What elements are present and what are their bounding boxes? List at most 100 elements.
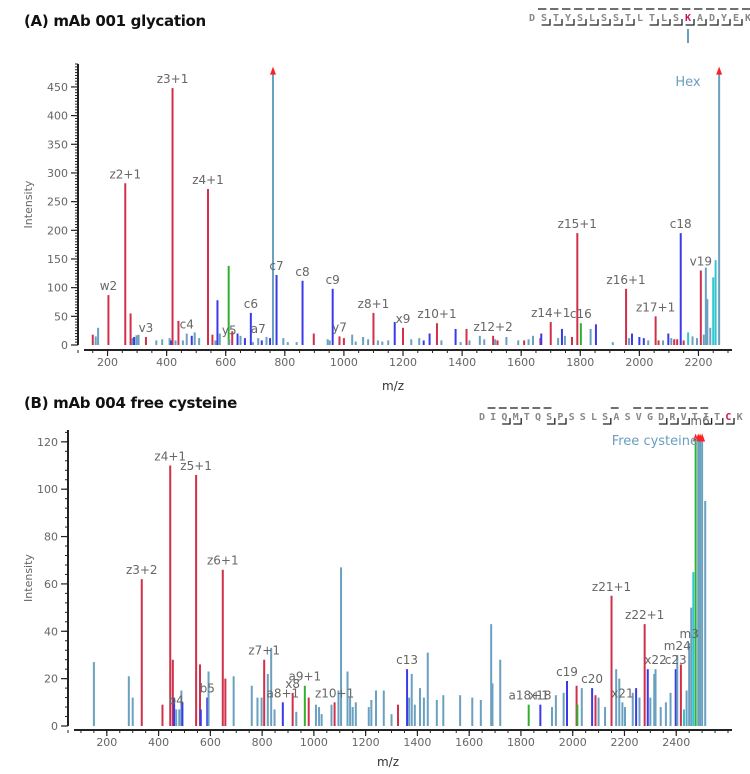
y-tick-label: 100	[37, 483, 58, 496]
y-tick-label: 150	[47, 253, 68, 266]
peak-label: z10+1	[417, 307, 456, 321]
z-ion-cleavage-mark	[625, 19, 635, 26]
peak-label: b4	[169, 693, 184, 707]
z-ion-cleavage-mark	[541, 19, 551, 26]
chart-a: 0 50 100 150 200 250 300 350 400 450 Intensity 200 4…	[22, 8, 750, 393]
z-ion-cleavage-mark	[721, 19, 731, 26]
peak-label: c16	[570, 307, 592, 321]
y-tick-label: 0	[61, 339, 68, 352]
y-axis-title: Intensity	[22, 180, 35, 228]
z-ion-cleavage-mark	[661, 19, 671, 26]
x-tick-label: 400	[148, 736, 169, 749]
peak-label: z4+1	[154, 450, 186, 464]
peak-label: c9	[326, 273, 340, 287]
x-tick-label: 1000	[300, 736, 328, 749]
z-ion-cleavage-mark	[673, 19, 683, 26]
x-tick-label: 2000	[559, 736, 587, 749]
peak-label: a7	[251, 322, 266, 336]
z-ion-cleavage-mark	[658, 418, 668, 425]
sequence-residue: G	[647, 412, 653, 423]
sequence-residue: C	[725, 412, 731, 423]
y-tick-label: 120	[37, 436, 58, 449]
x-tick-label: 2200	[610, 736, 638, 749]
z-ion-cleavage-mark	[565, 19, 575, 26]
z-ion-cleavage-mark	[726, 418, 735, 425]
z-ion-cleavage-mark	[670, 418, 679, 425]
z-ion-cleavage-mark	[502, 418, 511, 425]
peak-label: y5	[222, 323, 237, 337]
panel-b-title: (B) mAb 004 free cysteine	[24, 394, 238, 412]
z-ion-cleavage-mark	[602, 418, 612, 425]
peak-label: c8	[295, 265, 309, 279]
sequence-residue: T	[714, 412, 720, 423]
z-ion-cleavage-mark	[601, 19, 611, 26]
peak-label: a18+1	[509, 689, 549, 703]
peak-label: z3+1	[157, 72, 189, 86]
z-ion-cleavage-mark	[649, 19, 659, 26]
peak-label: c6	[244, 297, 258, 311]
z-ion-cleavage-mark	[733, 19, 743, 26]
z-ion-cleavage-mark	[681, 418, 690, 425]
sequence-residue: S	[673, 13, 679, 24]
peaks-group: w2 z2+1 v3 z3+1 c4 z4+1 y5 c6 a7 c7 c8 c9 y7 z8+1 x9 z1…	[91, 66, 723, 345]
offscale-arrow-icon	[699, 433, 706, 442]
x-tick-label: 2000	[625, 356, 653, 369]
peak-label: x21	[611, 686, 633, 700]
sequence-residue: T	[692, 412, 698, 423]
peak-label: z10+1	[315, 686, 354, 700]
sequence-residue: A	[613, 412, 619, 423]
z-ion-cleavage-mark	[714, 418, 724, 425]
x-tick-label: 2200	[684, 356, 712, 369]
x-tick-label: 1800	[507, 736, 535, 749]
x-axis-title: m/z	[382, 379, 404, 393]
sequence-residue: K	[737, 412, 743, 423]
sequence-residue: V	[681, 412, 687, 423]
peak-label: c7	[269, 259, 283, 273]
sequence-residue: S	[541, 13, 547, 24]
z-ion-cleavage-mark	[589, 19, 599, 26]
sequence-residue: T	[524, 412, 530, 423]
sequence-residue: Y	[565, 13, 571, 24]
x-tick-label: 600	[215, 356, 236, 369]
peak-label: c23	[665, 653, 687, 667]
sequence-residue: T	[625, 13, 631, 24]
z-ion-cleavage-mark	[613, 19, 623, 26]
peak-label: c13	[396, 653, 418, 667]
peak-label: c20	[581, 672, 603, 686]
peak-label: m3	[680, 627, 699, 641]
z-ion-cleavage-mark	[577, 19, 587, 26]
x-tick-label: 1400	[403, 736, 431, 749]
panel-a-title: (A) mAb 001 glycation	[24, 12, 206, 30]
peak-label: a9+1	[288, 670, 321, 684]
x-tick-label: 1600	[455, 736, 483, 749]
sequence-residue: D	[479, 412, 485, 423]
sequence-residue: S	[580, 412, 586, 423]
peak-label: y7	[332, 320, 347, 334]
y-tick-label: 300	[47, 167, 68, 180]
x-tick-label: 200	[97, 356, 118, 369]
y-tick-label: 0	[51, 720, 58, 733]
sequence-residue: Q	[501, 412, 507, 423]
peak-label: z2+1	[109, 167, 141, 181]
peak-label: z16+1	[606, 273, 645, 287]
peak-label: z6+1	[207, 554, 239, 568]
x-tick-label: 2400	[662, 736, 690, 749]
peak-label: z5+1	[180, 459, 212, 473]
peak-label: z17+1	[636, 300, 675, 314]
x-tick-label: 600	[200, 736, 221, 749]
sequence-residue: K	[745, 13, 750, 24]
y-tick-label: 200	[47, 224, 68, 237]
y-tick-label: 80	[44, 531, 58, 544]
x-tick-label: 800	[274, 356, 295, 369]
z-ion-cleavage-mark	[703, 418, 713, 425]
y-tick-label: 100	[47, 282, 68, 295]
sequence-residue: I	[703, 412, 709, 423]
peak-label: c19	[556, 665, 578, 679]
z-ion-cleavage-mark	[685, 19, 695, 26]
sequence-residue: D	[709, 13, 715, 24]
peak-label: x8	[285, 677, 300, 691]
